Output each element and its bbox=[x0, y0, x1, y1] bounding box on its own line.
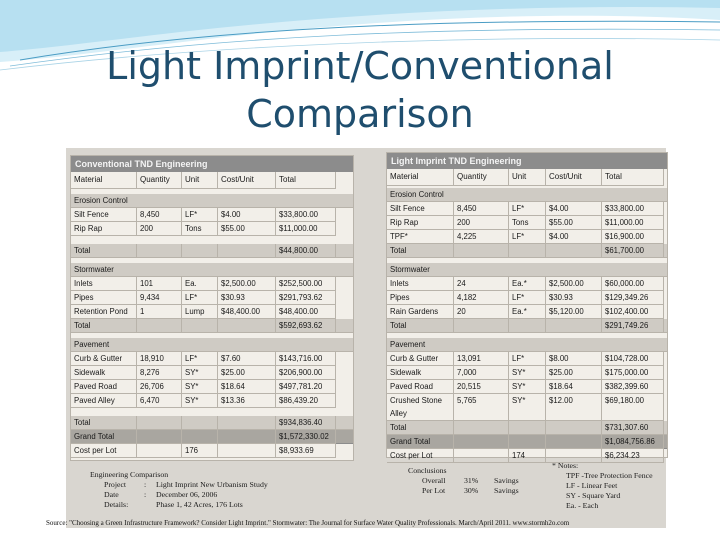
project-label: Project bbox=[104, 480, 127, 489]
conclusions-heading: Conclusions bbox=[408, 466, 447, 475]
col-unit: Unit bbox=[509, 169, 546, 186]
pavement-total-row: Total $934,836.40 bbox=[71, 416, 353, 430]
table-row: Curb & Gutter 13,091 LF* $8.00 $104,728.… bbox=[387, 352, 667, 366]
col-material: Material bbox=[387, 169, 454, 186]
col-unit: Unit bbox=[182, 172, 218, 189]
erosion-total-row: Total $44,800.00 bbox=[71, 244, 353, 258]
note-line: TPF -Tree Protection Fence bbox=[566, 471, 653, 480]
conventional-table: Conventional TND Engineering Material Qu… bbox=[70, 155, 354, 461]
table-row: Paved Road 26,706 SY* $18.64 $497,781.20 bbox=[71, 380, 353, 394]
col-cost-unit: Cost/Unit bbox=[218, 172, 276, 189]
conventional-table-header: Conventional TND Engineering bbox=[71, 156, 353, 172]
slide-title-line-2: Comparison bbox=[246, 92, 474, 136]
section-stormwater: Stormwater bbox=[387, 263, 667, 277]
notes-heading: * Notes: bbox=[552, 461, 579, 470]
cost-per-lot-row: Cost per Lot 174 $6,234.23 bbox=[387, 449, 667, 463]
table-row: TPF* 4,225 LF* $4.00 $16,900.00 bbox=[387, 230, 667, 244]
table-row: Inlets 101 Ea. $2,500.00 $252,500.00 bbox=[71, 277, 353, 291]
table-row: Rip Rap 200 Tons $55.00 $11,000.00 bbox=[387, 216, 667, 230]
table-row: Pipes 9,434 LF* $30.93 $291,793.62 bbox=[71, 291, 353, 305]
table-row: Silt Fence 8,450 LF* $4.00 $33,800.00 bbox=[71, 208, 353, 222]
light-imprint-table: Light Imprint TND Engineering Material Q… bbox=[386, 152, 668, 463]
table-row: Paved Road 20,515 SY* $18.64 $382,399.60 bbox=[387, 380, 667, 394]
col-quantity: Quantity bbox=[137, 172, 182, 189]
table-row: Silt Fence 8,450 LF* $4.00 $33,800.00 bbox=[387, 202, 667, 216]
light-imprint-table-header: Light Imprint TND Engineering bbox=[387, 153, 667, 169]
conclusions: Conclusions Overall 31% Savings Per Lot 30%… bbox=[408, 466, 548, 496]
details-label: Details: bbox=[104, 500, 129, 509]
table-row: Sidewalk 8,276 SY* $25.00 $206,900.00 bbox=[71, 366, 353, 380]
column-headers: Material Quantity Unit Cost/Unit Total bbox=[71, 172, 353, 189]
table-row: Pipes 4,182 LF* $30.93 $129,349.26 bbox=[387, 291, 667, 305]
col-material: Material bbox=[71, 172, 137, 189]
note-line: Ea. - Each bbox=[566, 501, 599, 510]
note-line: LF - Linear Feet bbox=[566, 481, 618, 490]
col-total: Total bbox=[602, 169, 664, 186]
stormwater-total-row: Total $592,693.62 bbox=[71, 319, 353, 333]
pavement-total-row: Total $731,307.60 bbox=[387, 421, 667, 435]
table-row: Inlets 24 Ea.* $2,500.00 $60,000.00 bbox=[387, 277, 667, 291]
table-row: Curb & Gutter 18,910 LF* $7.60 $143,716.… bbox=[71, 352, 353, 366]
col-total: Total bbox=[276, 172, 336, 189]
section-erosion-control: Erosion Control bbox=[387, 188, 667, 202]
note-line: SY - Square Yard bbox=[566, 491, 621, 500]
source-citation: Source: "Choosing a Green Infrastructure… bbox=[46, 519, 570, 527]
grand-total-row: Grand Total $1,084,756.86 bbox=[387, 435, 667, 449]
table-row: Rip Rap 200 Tons $55.00 $11,000.00 bbox=[71, 222, 353, 236]
erosion-total-row: Total $61,700.00 bbox=[387, 244, 667, 258]
details-value: Phase 1, 42 Acres, 176 Lots bbox=[156, 500, 243, 509]
table-row: Sidewalk 7,000 SY* $25.00 $175,000.00 bbox=[387, 366, 667, 380]
section-stormwater: Stormwater bbox=[71, 263, 353, 277]
col-quantity: Quantity bbox=[454, 169, 509, 186]
grand-total-row: Grand Total $1,572,330.02 bbox=[71, 430, 353, 444]
section-pavement: Pavement bbox=[71, 338, 353, 352]
summary-heading: Engineering Comparison bbox=[90, 470, 169, 479]
slide-title-line-1: Light Imprint/Conventional bbox=[106, 44, 614, 88]
cost-per-lot-row: Cost per Lot 176 $8,933.69 bbox=[71, 444, 353, 458]
header-swoosh-graphic bbox=[0, 0, 720, 71]
column-headers: Material Quantity Unit Cost/Unit Total bbox=[387, 169, 667, 186]
notes: * Notes: TPF -Tree Protection Fence LF -… bbox=[552, 461, 676, 511]
col-cost-unit: Cost/Unit bbox=[546, 169, 602, 186]
slide-title: Light Imprint/Conventional Comparison bbox=[60, 42, 660, 138]
section-erosion-control: Erosion Control bbox=[71, 194, 353, 208]
table-row: Crushed Stone Alley 5,765 SY* $12.00 $69… bbox=[387, 394, 667, 421]
table-row: Retention Pond 1 Lump $48,400.00 $48,400… bbox=[71, 305, 353, 319]
table-row: Paved Alley 6,470 SY* $13.36 $86,439.20 bbox=[71, 394, 353, 408]
project-value: Light Imprint New Urbanism Study bbox=[156, 480, 268, 489]
section-pavement: Pavement bbox=[387, 338, 667, 352]
stormwater-total-row: Total $291,749.26 bbox=[387, 319, 667, 333]
date-label: Date bbox=[104, 490, 119, 499]
engineering-comparison-summary: Engineering Comparison Project: Light Imp… bbox=[90, 470, 390, 510]
date-value: December 06, 2006 bbox=[156, 490, 218, 499]
table-row: Rain Gardens 20 Ea.* $5,120.00 $102,400.… bbox=[387, 305, 667, 319]
